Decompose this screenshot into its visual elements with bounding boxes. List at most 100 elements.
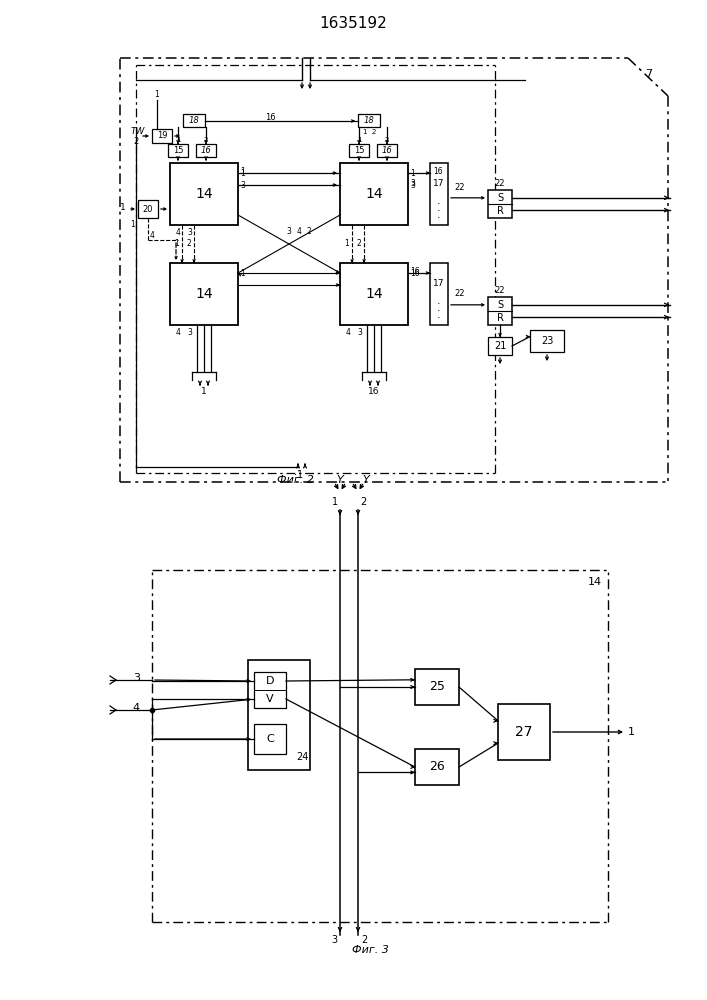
- Text: .: .: [437, 310, 440, 320]
- Text: 1: 1: [176, 137, 180, 143]
- Text: 17: 17: [433, 279, 445, 288]
- Bar: [340, 263, 408, 325]
- Text: 1: 1: [155, 90, 159, 99]
- Text: 18: 18: [363, 116, 375, 125]
- Bar: [349, 144, 369, 157]
- Text: S: S: [497, 300, 503, 310]
- Text: V: V: [267, 694, 274, 704]
- Text: 3: 3: [331, 935, 337, 945]
- Text: 25: 25: [429, 680, 445, 694]
- Text: 16: 16: [410, 266, 420, 275]
- Bar: [170, 163, 238, 225]
- Text: .: .: [437, 196, 440, 206]
- Text: S: S: [497, 193, 503, 203]
- Text: ·1: ·1: [294, 470, 303, 480]
- Text: 3: 3: [410, 178, 415, 188]
- Text: R: R: [496, 206, 503, 216]
- Text: 16: 16: [264, 112, 275, 121]
- Text: .: .: [437, 303, 440, 313]
- Text: 22: 22: [455, 290, 465, 298]
- Text: 2: 2: [361, 935, 367, 945]
- Bar: [248, 660, 310, 770]
- Text: 17: 17: [433, 180, 445, 188]
- Bar: [430, 163, 448, 225]
- Text: 4: 4: [296, 227, 301, 236]
- Text: 2: 2: [204, 137, 208, 143]
- Text: 2: 2: [360, 497, 366, 507]
- Text: 22: 22: [495, 286, 506, 295]
- Bar: [415, 669, 459, 705]
- Text: 26: 26: [429, 760, 445, 774]
- Text: 1635192: 1635192: [319, 16, 387, 31]
- Text: 4: 4: [133, 703, 140, 713]
- Text: Фиг. 2: Фиг. 2: [276, 475, 313, 485]
- Bar: [138, 200, 158, 218]
- Text: 3: 3: [187, 328, 192, 337]
- Bar: [183, 114, 205, 127]
- Bar: [152, 129, 172, 143]
- Text: 2: 2: [372, 129, 376, 135]
- Text: 14: 14: [366, 187, 382, 201]
- Text: R: R: [496, 313, 503, 323]
- Text: 27: 27: [515, 725, 533, 739]
- Bar: [340, 163, 408, 225]
- Text: 20: 20: [143, 205, 153, 214]
- Text: 3: 3: [187, 228, 192, 237]
- Bar: [430, 263, 448, 325]
- Text: 1: 1: [410, 168, 415, 178]
- Text: .: .: [437, 203, 440, 213]
- Text: 16: 16: [368, 387, 380, 396]
- Text: 16: 16: [201, 146, 211, 155]
- Text: 15: 15: [173, 146, 183, 155]
- Text: 4: 4: [346, 328, 351, 337]
- Text: 2: 2: [186, 239, 191, 248]
- Text: 1: 1: [174, 239, 179, 248]
- Text: 14: 14: [195, 187, 213, 201]
- Text: 18: 18: [189, 116, 199, 125]
- Text: 1: 1: [120, 204, 126, 213]
- Text: 1: 1: [628, 727, 635, 737]
- Text: 3: 3: [133, 673, 140, 683]
- Text: Y: Y: [337, 475, 344, 485]
- Text: 14: 14: [366, 287, 382, 301]
- Text: 4: 4: [175, 328, 180, 337]
- Text: 1: 1: [201, 387, 207, 396]
- Bar: [196, 144, 216, 157]
- Bar: [168, 144, 188, 157]
- Text: TW: TW: [131, 127, 145, 136]
- Text: 1: 1: [362, 129, 366, 135]
- Text: 2: 2: [134, 137, 139, 146]
- Text: 2: 2: [356, 239, 361, 248]
- Text: 14: 14: [588, 577, 602, 587]
- Text: 16: 16: [433, 166, 443, 176]
- Text: 3: 3: [410, 180, 415, 190]
- Text: 4: 4: [150, 231, 155, 239]
- Bar: [170, 263, 238, 325]
- Text: 21: 21: [493, 341, 506, 351]
- Text: D: D: [266, 676, 274, 686]
- Text: 24: 24: [296, 752, 308, 762]
- Text: .: .: [437, 296, 440, 306]
- Bar: [488, 297, 512, 325]
- Text: 1: 1: [344, 239, 349, 248]
- Text: C: C: [266, 734, 274, 744]
- Text: 14: 14: [195, 287, 213, 301]
- Text: .: .: [437, 210, 440, 220]
- Text: 19: 19: [157, 131, 168, 140]
- Text: 1: 1: [357, 137, 361, 143]
- Bar: [415, 749, 459, 785]
- Text: Фиг. 3: Фиг. 3: [351, 945, 388, 955]
- Text: 1: 1: [332, 497, 338, 507]
- Text: Y: Y: [363, 475, 369, 485]
- Text: 22: 22: [455, 182, 465, 192]
- Text: 2: 2: [385, 137, 389, 143]
- Text: 16: 16: [410, 268, 420, 277]
- Bar: [377, 144, 397, 157]
- Text: 1: 1: [240, 168, 245, 178]
- Bar: [254, 672, 286, 708]
- Text: 22: 22: [495, 179, 506, 188]
- Text: 3: 3: [286, 227, 291, 236]
- Text: 1: 1: [130, 220, 135, 229]
- Text: 15: 15: [354, 146, 364, 155]
- Bar: [530, 330, 564, 352]
